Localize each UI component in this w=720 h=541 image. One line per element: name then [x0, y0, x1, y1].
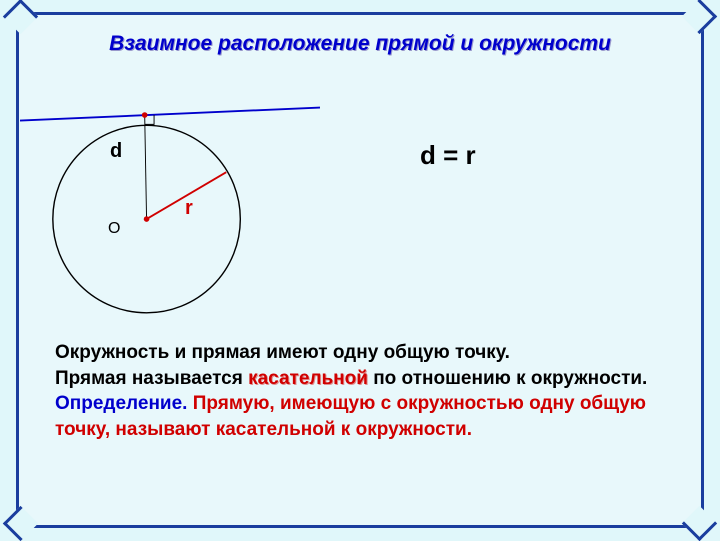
center-label: О	[108, 220, 120, 238]
equation: d = r	[420, 140, 476, 171]
diagram-svg	[20, 85, 320, 325]
tangent-line	[20, 108, 320, 121]
slide-title: Взаимное расположение прямой и окружност…	[0, 32, 720, 56]
r-label: r	[185, 197, 193, 220]
text-tangent: касательной	[248, 368, 368, 389]
tangent-point	[142, 112, 148, 118]
perpendicular-d	[145, 115, 147, 219]
definition-label: Определение.	[55, 393, 187, 414]
text-line2a: Прямая называется	[55, 368, 248, 389]
center-point	[144, 216, 150, 222]
geometry-diagram: d r О	[20, 85, 300, 325]
d-label: d	[110, 140, 122, 163]
text-line2c: по отношению к окружности.	[368, 368, 647, 389]
text-line1: Окружность и прямая имеют одну общую точ…	[55, 342, 510, 363]
explanation-text: Окружность и прямая имеют одну общую точ…	[55, 340, 665, 443]
